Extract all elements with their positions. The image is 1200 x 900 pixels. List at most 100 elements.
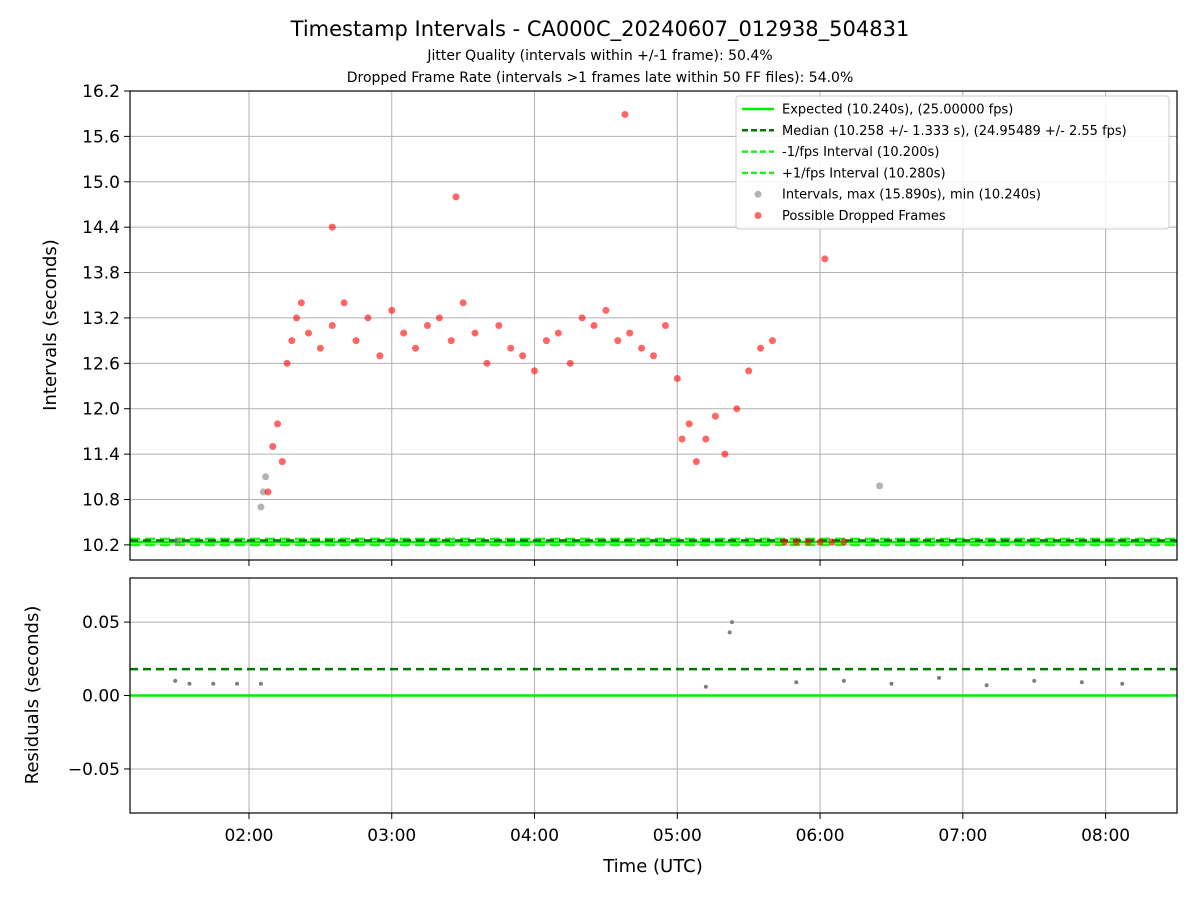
dropped-frame-point [288,337,296,345]
dropped-frame-point [283,359,291,367]
chart-title: Timestamp Intervals - CA000C_20240607_01… [290,17,910,42]
dropped-frame-point [412,344,420,352]
y-tick-label: 0.00 [82,687,120,707]
chart-subtitle-jitter: Jitter Quality (intervals within +/-1 fr… [426,48,772,64]
x-axis-label: Time (UTC) [602,856,703,877]
bottom-y-axis-label: Residuals (seconds) [22,606,43,785]
dropped-frame-point [621,110,629,118]
dropped-frame-point [673,374,681,382]
y-tick-label: −0.05 [68,760,120,780]
residual-point [841,678,846,683]
legend-dot-swatch [754,190,762,198]
intervals-plot: 10.2 10.8 11.4 12.0 12.6 13.2 13.8 14.4 15.0 15.6… [82,82,1178,566]
dropped-frame-point [638,344,646,352]
dropped-frame-point [423,322,431,329]
dropped-frame-point [447,337,455,345]
dropped-frame-point [780,538,788,546]
dropped-frame-point [602,306,610,314]
dropped-frame-point [507,344,515,352]
dropped-frame-point [495,322,503,329]
dropped-frame-point [459,299,467,307]
dropped-frame-point [274,420,282,428]
dropped-frame-point [452,193,460,201]
interval-point [262,473,270,481]
y-tick-label: 15.0 [82,173,120,193]
residual-point [1079,680,1084,685]
dropped-frame-point [531,367,539,375]
dropped-frame-point [483,359,491,367]
dropped-frame-point [626,329,634,337]
dropped-frame-point [328,223,336,231]
dropped-frame-point [364,314,372,322]
dropped-frame-point [471,329,479,337]
residual-point [984,683,989,688]
dropped-frame-point [578,314,586,322]
dropped-frame-point [692,458,700,466]
y-tick-label: 12.6 [82,354,120,374]
dropped-frame-point [745,367,753,375]
dropped-frame-point [554,329,562,337]
chart-subtitle-dropped: Dropped Frame Rate (intervals >1 frames … [347,70,854,86]
interval-point [257,503,265,511]
y-tick-label: 14.4 [82,218,120,238]
dropped-frame-point [768,337,776,345]
dropped-frame-point [702,435,710,443]
dropped-frame-point [804,538,812,546]
dropped-frame-point [519,352,527,360]
legend-entry: Median (10.258 +/- 1.333 s), (24.95489 +… [782,124,1127,139]
legend-entry: Possible Dropped Frames [782,209,946,224]
x-tick-label: 02:00 [224,826,273,846]
interval-point [876,482,884,490]
y-tick-label: 13.8 [82,264,120,284]
y-tick-label: 16.2 [82,82,120,102]
dropped-frame-point [328,322,336,329]
residual-point [727,630,732,635]
dropped-frame-point [590,322,598,329]
dropped-frame-point [542,337,550,345]
dropped-frame-point [316,344,324,352]
dropped-frame-point [264,488,272,496]
y-tick-label: 0.05 [82,613,120,633]
legend-dot-swatch [754,212,762,219]
dropped-frame-point [614,337,622,345]
dropped-frame-point [792,538,800,546]
interval-point [174,538,182,546]
residual-point [235,681,240,686]
residual-point [1032,678,1037,683]
x-tick-label: 06:00 [796,826,845,846]
dropped-frame-point [352,337,360,345]
residual-point [889,681,894,686]
dropped-frame-point [388,306,396,314]
dropped-frame-point [269,443,277,451]
y-tick-label: 15.6 [82,127,120,147]
legend-entry: -1/fps Interval (10.200s) [782,145,939,160]
dropped-frame-point [293,314,301,322]
residual-point [258,681,263,686]
dropped-frame-point [733,405,741,413]
dropped-frame-point [340,299,348,307]
dropped-frame-point [840,538,848,546]
residual-point [187,681,192,686]
dropped-frame-point [711,412,719,420]
residual-point [794,680,799,685]
top-y-axis-label: Intervals (seconds) [40,239,61,411]
dropped-frame-point [304,329,312,337]
dropped-frame-point [757,344,765,352]
dropped-frame-point [661,322,669,329]
dropped-frame-point [821,255,829,263]
dropped-frame-point [650,352,657,360]
legend-entry: Intervals, max (15.890s), min (10.240s) [782,188,1041,203]
dropped-frame-point [400,329,408,337]
y-tick-label: 10.2 [82,536,120,556]
dropped-frame-point [278,458,286,466]
dropped-frame-point [297,299,305,307]
x-tick-label: 03:00 [367,826,416,846]
bottom-plot-frame [129,577,1178,814]
y-tick-label: 11.4 [82,445,120,465]
legend-box [735,95,1170,230]
legend-entry: +1/fps Interval (10.280s) [782,166,946,181]
dropped-frame-point [721,450,729,458]
residual-point [937,675,942,680]
legend-entry: Expected (10.240s), (25.00000 fps) [782,103,1013,118]
